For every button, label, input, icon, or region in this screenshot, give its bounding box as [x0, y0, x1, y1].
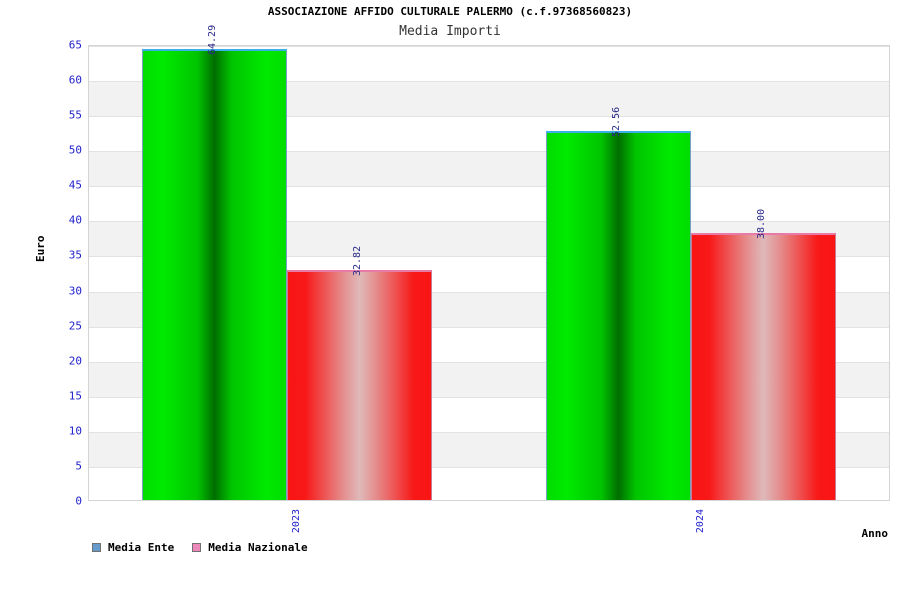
y-axis-tick-label: 40	[68, 213, 82, 227]
y-axis-tick-label: 25	[68, 319, 82, 333]
bar-2023-media-ente[interactable]	[142, 48, 287, 500]
y-axis-tick-label: 65	[68, 38, 82, 52]
legend-swatch-icon	[192, 543, 202, 552]
gridline	[89, 221, 889, 222]
y-axis-tick-label: 55	[68, 108, 82, 122]
bar-2024-media-ente[interactable]	[546, 131, 691, 500]
bar-2024-media-nazionale[interactable]	[691, 233, 836, 500]
plot-area	[88, 45, 890, 501]
gridline	[89, 256, 889, 257]
y-axis-tick-label: 50	[68, 143, 82, 157]
legend-item-media-nazionale[interactable]: Media Nazionale	[192, 541, 308, 554]
chart-subtitle: Media Importi	[399, 24, 501, 39]
gridline	[89, 81, 889, 82]
chart-legend: Media Ente Media Nazionale	[92, 541, 308, 554]
gridline	[89, 151, 889, 152]
bar-value-label: 38.00	[755, 209, 767, 240]
bar-value-label: 64.29	[206, 24, 218, 55]
y-axis-tick-label: 45	[68, 178, 82, 192]
gridline	[89, 46, 889, 47]
y-axis-tick-label: 10	[68, 424, 82, 438]
legend-item-media-ente[interactable]: Media Ente	[92, 541, 174, 554]
bar-value-label: 32.82	[351, 245, 363, 276]
gridline	[89, 186, 889, 187]
legend-label: Media Ente	[108, 541, 175, 554]
bar-value-label: 52.56	[610, 107, 622, 138]
bar-2023-media-nazionale[interactable]	[287, 269, 432, 500]
gridline	[89, 432, 889, 433]
x-axis-tick-label: 2024	[695, 509, 706, 534]
y-axis-tick-label: 30	[68, 284, 82, 298]
gridline	[89, 116, 889, 117]
chart-title: ASSOCIAZIONE AFFIDO CULTURALE PALERMO (c…	[267, 5, 633, 18]
gridline	[89, 397, 889, 398]
legend-label: Media Nazionale	[208, 541, 308, 554]
gridline	[89, 362, 889, 363]
y-axis-tick-label: 35	[68, 248, 82, 262]
y-axis-tick-label: 5	[75, 459, 82, 473]
y-axis-tick-label: 60	[68, 73, 82, 87]
y-axis-tick-label: 15	[68, 389, 82, 403]
gridline	[89, 292, 889, 293]
y-axis-title: Euro	[34, 235, 47, 263]
gridline	[89, 467, 889, 468]
y-axis-tick-labels: 0 5 10 15 20 25 30 35 40 45 50 55 60 65	[0, 39, 82, 508]
x-axis-title: Anno	[861, 527, 889, 540]
y-axis-tick-label: 20	[68, 354, 82, 368]
gridline	[89, 327, 889, 328]
legend-swatch-icon	[92, 543, 101, 552]
x-axis-tick-label: 2023	[291, 509, 302, 534]
y-axis-tick-label: 0	[75, 494, 82, 508]
